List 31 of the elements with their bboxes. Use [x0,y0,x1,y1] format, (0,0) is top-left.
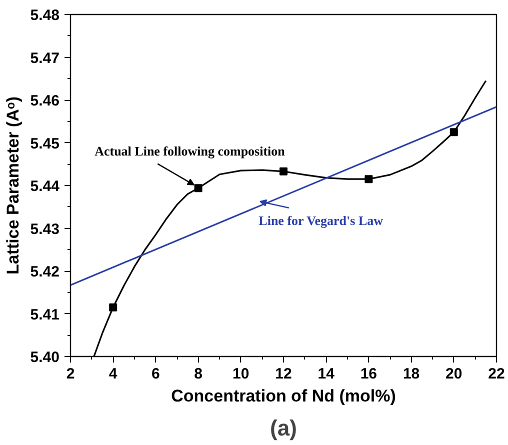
annotation: Line for Vegard's Law [258,213,384,228]
y-tick-label: 5.48 [30,7,60,24]
x-tick-label: 8 [194,366,202,382]
y-tick-label: 5.40 [30,349,60,366]
y-tick-label: 5.43 [30,220,60,238]
y-axis-title: Lattice Parameter (Aᵒ) [3,96,22,274]
y-tick-label: 5.47 [30,50,60,67]
text: (a) [270,416,297,440]
y-tick-label: 5.41 [30,306,60,324]
y-tick-label: 5.42 [30,264,60,280]
x-tick-label: 2 [66,366,75,382]
point [364,175,373,184]
y-tick-label: 5.44 [30,178,60,195]
x-tick-label: 12 [275,366,292,382]
x-axis-title: Concentration of Nd (mol%) [171,386,396,406]
point [450,128,458,136]
x-tick-label: 18 [402,366,420,382]
line-series [93,80,487,356]
point [280,167,288,176]
point [194,184,202,192]
x-tick-label: 22 [488,366,505,382]
x-tick-label: 14 [318,366,336,382]
x-tick-label: 4 [108,366,118,382]
x-tick-label: 6 [152,366,160,382]
point [109,303,118,312]
annotation: Actual Line following composition [94,144,286,159]
x-tick-label: 10 [232,366,250,382]
x-tick-label: 20 [446,366,462,382]
y-tick-label: 5.45 [30,135,60,152]
y-tick-label: 5.46 [30,92,60,110]
x-tick-label: 16 [360,366,378,382]
